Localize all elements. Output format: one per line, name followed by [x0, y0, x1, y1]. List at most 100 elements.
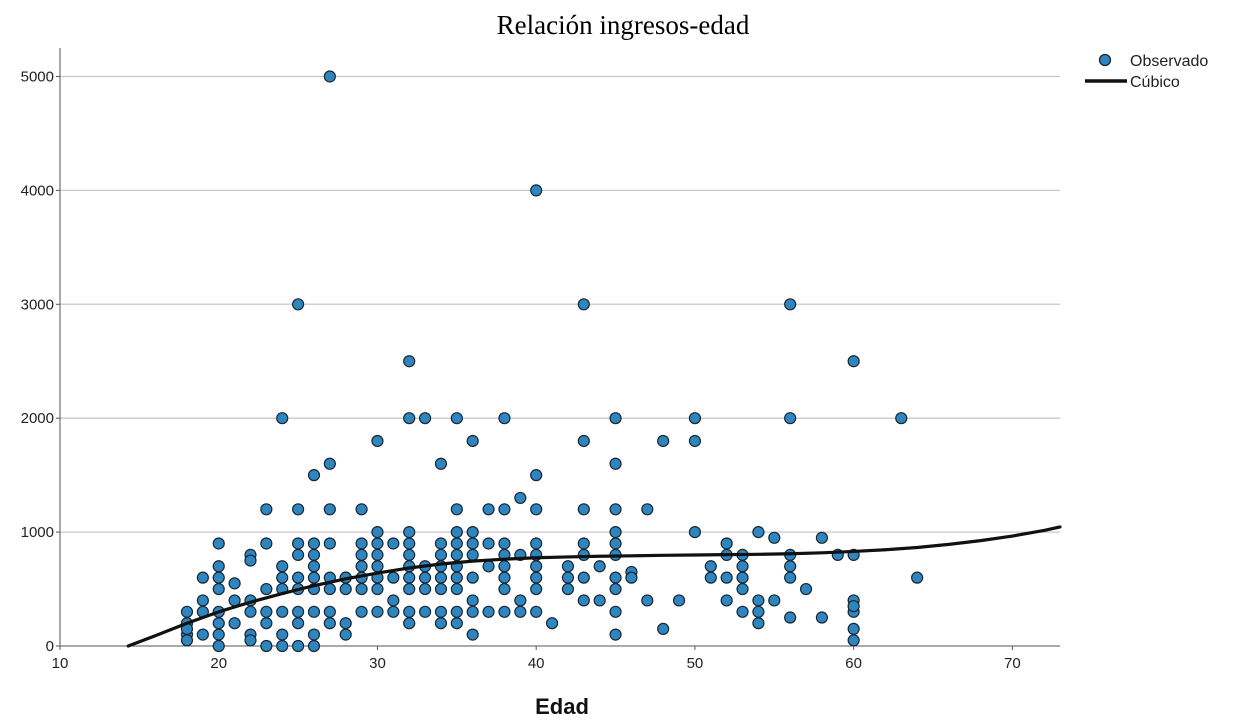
data-point: [276, 560, 289, 573]
data-point: [530, 184, 543, 197]
data-point: [609, 457, 622, 470]
data-point: [228, 617, 241, 630]
data-point: [276, 628, 289, 641]
data-point: [466, 525, 479, 539]
data-point: [434, 457, 448, 470]
data-point: [355, 582, 368, 596]
data-point: [799, 582, 813, 596]
data-point: [895, 412, 908, 425]
data-point: [577, 594, 590, 607]
data-point: [466, 628, 479, 641]
data-point: [482, 605, 495, 618]
data-point: [180, 634, 194, 647]
data-point: [212, 560, 225, 573]
data-point: [704, 560, 717, 573]
gridlines: [60, 75, 1060, 533]
data-point: [434, 605, 448, 618]
data-point: [641, 594, 654, 607]
observed-points: [180, 70, 924, 653]
data-point: [768, 594, 781, 607]
data-point: [482, 537, 495, 550]
data-point: [514, 594, 527, 607]
data-point: [371, 537, 384, 550]
data-point: [498, 560, 511, 573]
y-axis-ticks: 0 1000 2000 3000 4000 5000: [21, 68, 60, 655]
data-point: [530, 469, 543, 482]
data-point: [180, 605, 194, 618]
data-point: [736, 582, 749, 596]
y-tick-label-1000: 1000: [21, 524, 54, 541]
data-point: [815, 611, 829, 624]
data-point: [403, 548, 416, 561]
data-point: [530, 560, 543, 573]
data-point: [403, 571, 416, 584]
x-tick-label-20: 20: [210, 655, 227, 672]
data-point: [784, 298, 797, 311]
data-point: [403, 605, 416, 618]
legend: Observado Cúbico: [1085, 53, 1208, 91]
data-point: [450, 412, 463, 425]
data-point: [466, 537, 479, 550]
data-point: [196, 571, 209, 584]
x-tick-label-40: 40: [528, 655, 545, 672]
data-point: [371, 548, 384, 561]
data-point: [403, 582, 416, 596]
data-point: [530, 537, 543, 550]
data-point: [530, 503, 543, 516]
chart-title: Relación ingresos-edad: [497, 10, 750, 40]
data-point: [403, 617, 416, 630]
data-point: [418, 582, 432, 596]
y-tick-label-3000: 3000: [21, 296, 54, 313]
cubic-curve: [126, 525, 1062, 648]
data-point: [688, 525, 702, 539]
data-point: [260, 605, 273, 618]
data-point: [736, 605, 749, 618]
data-point: [292, 571, 305, 584]
data-point: [450, 617, 463, 630]
x-axis-label: Edad: [535, 694, 589, 719]
data-point: [212, 617, 225, 630]
x-tick-label-50: 50: [687, 655, 704, 672]
data-point: [466, 605, 479, 618]
data-point: [847, 634, 860, 647]
data-point: [847, 622, 860, 636]
data-point: [307, 628, 321, 641]
legend-marker-observado: [1098, 53, 1112, 67]
data-point: [530, 571, 543, 584]
data-point: [403, 537, 416, 550]
x-tick-label-30: 30: [369, 655, 386, 672]
data-point: [323, 457, 336, 470]
data-point: [387, 605, 400, 618]
data-point: [577, 503, 590, 516]
data-point: [625, 571, 638, 584]
data-point: [688, 434, 702, 448]
data-point: [561, 571, 575, 584]
data-point: [371, 434, 384, 448]
data-point: [196, 594, 209, 607]
data-point: [545, 617, 559, 630]
data-point: [577, 434, 590, 448]
data-point: [323, 605, 336, 618]
data-point: [768, 531, 781, 544]
data-point: [498, 412, 511, 425]
legend-label-cubico: Cúbico: [1130, 74, 1180, 91]
data-point: [450, 605, 463, 618]
data-point: [609, 503, 622, 516]
data-point: [704, 571, 717, 584]
data-point: [609, 537, 622, 550]
data-point: [307, 639, 321, 653]
data-point: [244, 554, 257, 567]
data-point: [371, 605, 384, 618]
data-point: [307, 537, 321, 550]
data-point: [752, 605, 765, 618]
data-point: [339, 617, 352, 630]
x-tick-label-60: 60: [845, 655, 862, 672]
data-point: [339, 582, 352, 596]
data-point: [498, 571, 511, 584]
data-point: [244, 605, 257, 618]
data-point: [418, 571, 432, 584]
data-point: [323, 70, 336, 83]
data-point: [720, 571, 733, 584]
data-point: [466, 548, 479, 561]
